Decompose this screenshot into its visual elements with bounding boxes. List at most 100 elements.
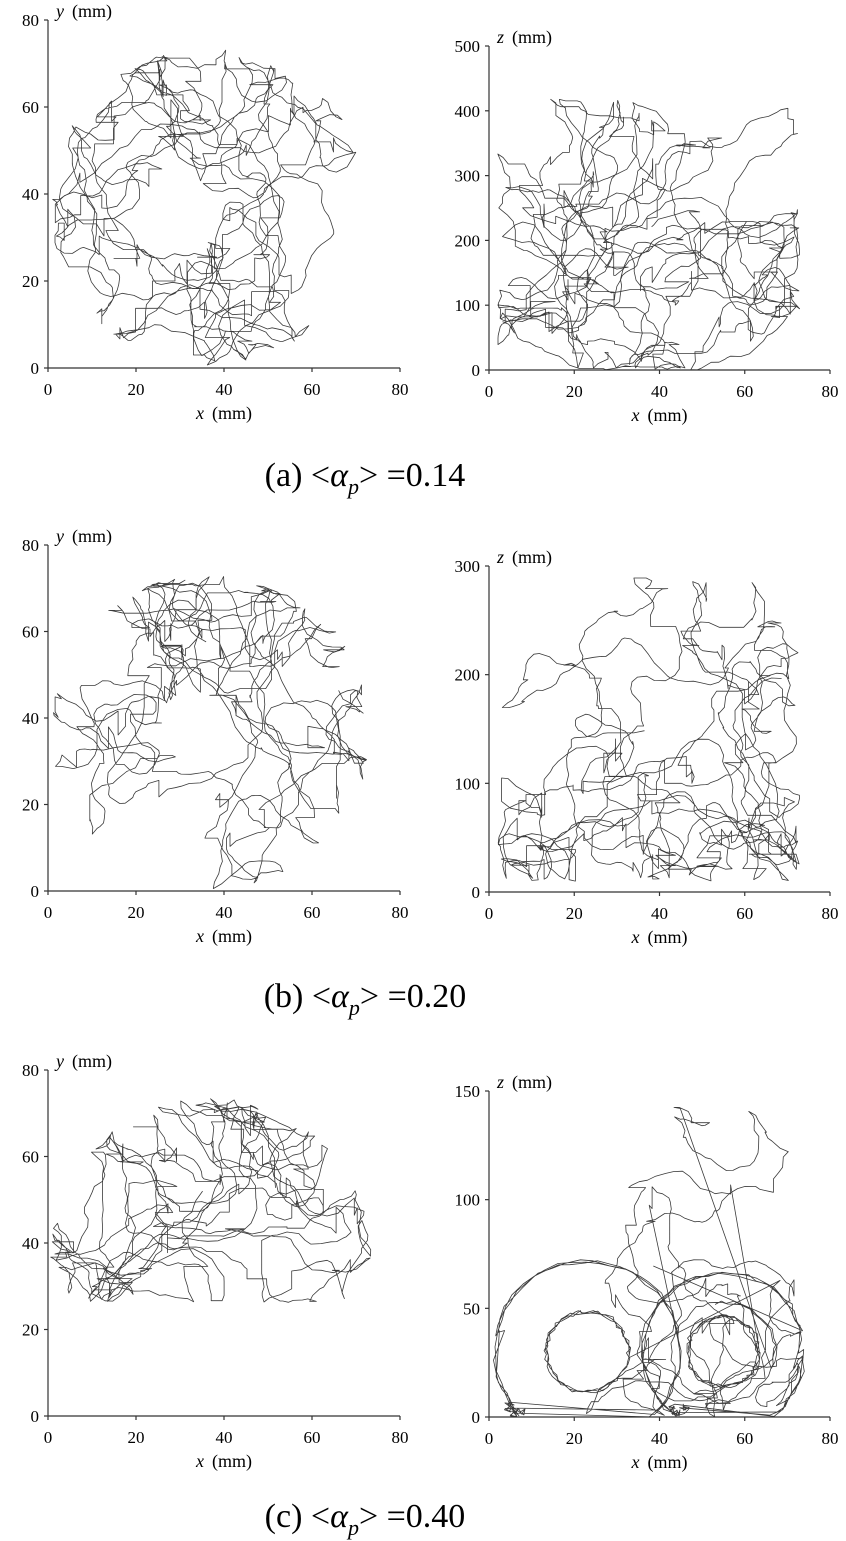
caption-1: (a) <αp> =0.14: [265, 457, 466, 499]
caption-variable: α: [331, 978, 350, 1015]
x-axis-unit: (mm): [648, 1452, 688, 1473]
x-axis-label: x (mm): [631, 927, 688, 948]
x-axis-variable: x: [195, 926, 204, 946]
caption-subscript: p: [346, 1515, 359, 1540]
caption-2: (b) <αp> =0.20: [264, 978, 467, 1020]
x-tick-label: 20: [566, 904, 583, 923]
y-axis-variable: z: [496, 547, 504, 567]
x-tick-label: 80: [822, 904, 839, 923]
y-tick-label: 100: [455, 774, 481, 793]
y-tick-label: 60: [22, 98, 39, 117]
y-tick-label: 60: [22, 623, 39, 642]
y-tick-label: 40: [22, 709, 39, 728]
x-tick-label: 60: [736, 1429, 753, 1448]
x-axis-variable: x: [631, 405, 640, 425]
x-axis-variable: x: [631, 927, 640, 947]
y-tick-label: 0: [31, 359, 40, 378]
panel-c-xy: 0 20 40 60 80 0 20 40 60 80 x (mm) y (mm): [22, 1051, 409, 1472]
y-tick-label: 20: [22, 272, 39, 291]
x-axis-label: x (mm): [195, 403, 252, 424]
y-axis-variable: z: [496, 1072, 504, 1092]
x-tick-label: 0: [44, 380, 53, 399]
x-axis-unit: (mm): [212, 926, 252, 947]
panel-c-xz: 0 20 40 60 80 0 50 100 150 x (mm) z (mm): [455, 1072, 839, 1473]
x-axis-variable: x: [631, 1452, 640, 1472]
x-tick-label: 20: [566, 1429, 583, 1448]
panel-a-xz: 0 20 40 60 80 0 100 200 300 400 500 x (mm) z (mm): [455, 27, 839, 426]
y-tick-label: 200: [455, 231, 481, 250]
x-tick-label: 0: [485, 1429, 494, 1448]
y-axis-unit: (mm): [512, 547, 552, 568]
y-tick-label: 50: [463, 1299, 480, 1318]
caption-variable: α: [330, 1498, 349, 1535]
y-axis-unit: (mm): [72, 526, 112, 547]
y-tick-label: 20: [22, 1321, 39, 1340]
y-axis-label: z (mm): [496, 27, 552, 48]
y-tick-label: 150: [455, 1082, 481, 1101]
trajectory-series-b-xy: [53, 576, 367, 889]
y-tick-label: 0: [472, 361, 481, 380]
y-tick-label: 20: [22, 796, 39, 815]
y-tick-label: 500: [455, 37, 481, 56]
y-tick-label: 200: [455, 666, 481, 685]
x-axis-unit: (mm): [648, 927, 688, 948]
y-axis-variable: y: [54, 1, 64, 21]
caption-suffix: > =0.14: [359, 457, 465, 494]
y-tick-label: 0: [31, 882, 40, 901]
x-tick-label: 60: [736, 904, 753, 923]
y-tick-label: 80: [22, 11, 39, 30]
y-tick-label: 300: [455, 557, 481, 576]
x-tick-label: 0: [485, 382, 494, 401]
y-tick-label: 80: [22, 536, 39, 555]
y-axis-unit: (mm): [72, 1, 112, 22]
caption-suffix: > =0.20: [360, 978, 466, 1015]
x-tick-label: 20: [566, 382, 583, 401]
x-tick-label: 40: [216, 1428, 233, 1447]
x-tick-label: 20: [128, 903, 145, 922]
x-tick-label: 40: [216, 380, 233, 399]
x-tick-label: 0: [44, 903, 53, 922]
y-tick-label: 0: [472, 1408, 481, 1427]
x-tick-label: 60: [736, 382, 753, 401]
caption-variable: α: [330, 457, 349, 494]
y-axis-label: y (mm): [54, 526, 112, 547]
y-axis-unit: (mm): [512, 1072, 552, 1093]
caption-prefix: (b) <: [264, 978, 331, 1015]
x-axis-unit: (mm): [212, 1451, 252, 1472]
trajectory-series-c-xz: [493, 1107, 805, 1418]
x-tick-label: 80: [822, 382, 839, 401]
y-axis-variable: y: [54, 526, 64, 546]
x-tick-label: 40: [651, 382, 668, 401]
x-tick-label: 80: [392, 380, 409, 399]
y-tick-label: 100: [455, 296, 481, 315]
trajectory-series-c-xy: [50, 1098, 372, 1303]
x-tick-label: 0: [485, 904, 494, 923]
y-axis-variable: y: [54, 1051, 64, 1071]
x-tick-label: 40: [216, 903, 233, 922]
x-tick-label: 40: [651, 1429, 668, 1448]
trajectory-series-b-xz: [497, 577, 800, 882]
y-axis-label: y (mm): [54, 1, 112, 22]
x-tick-label: 60: [304, 903, 321, 922]
trajectory-series-a-xy: [52, 49, 357, 366]
y-tick-label: 100: [455, 1191, 481, 1210]
x-tick-label: 20: [128, 380, 145, 399]
x-tick-label: 80: [822, 1429, 839, 1448]
x-tick-label: 80: [392, 1428, 409, 1447]
y-tick-label: 40: [22, 185, 39, 204]
x-tick-label: 60: [304, 1428, 321, 1447]
y-axis-label: y (mm): [54, 1051, 112, 1072]
caption-subscript: p: [346, 474, 359, 499]
y-axis-label: z (mm): [496, 547, 552, 568]
x-axis-label: x (mm): [195, 926, 252, 947]
panel-b-xz: 0 20 40 60 80 0 100 200 300 x (mm) z (mm): [455, 547, 839, 948]
y-tick-label: 0: [472, 883, 481, 902]
y-tick-label: 80: [22, 1061, 39, 1080]
caption-prefix: (c) <: [265, 1498, 330, 1535]
x-axis-label: x (mm): [195, 1451, 252, 1472]
x-tick-label: 60: [304, 380, 321, 399]
x-axis-label: x (mm): [631, 1452, 688, 1473]
y-axis-unit: (mm): [512, 27, 552, 48]
x-axis-variable: x: [195, 403, 204, 423]
